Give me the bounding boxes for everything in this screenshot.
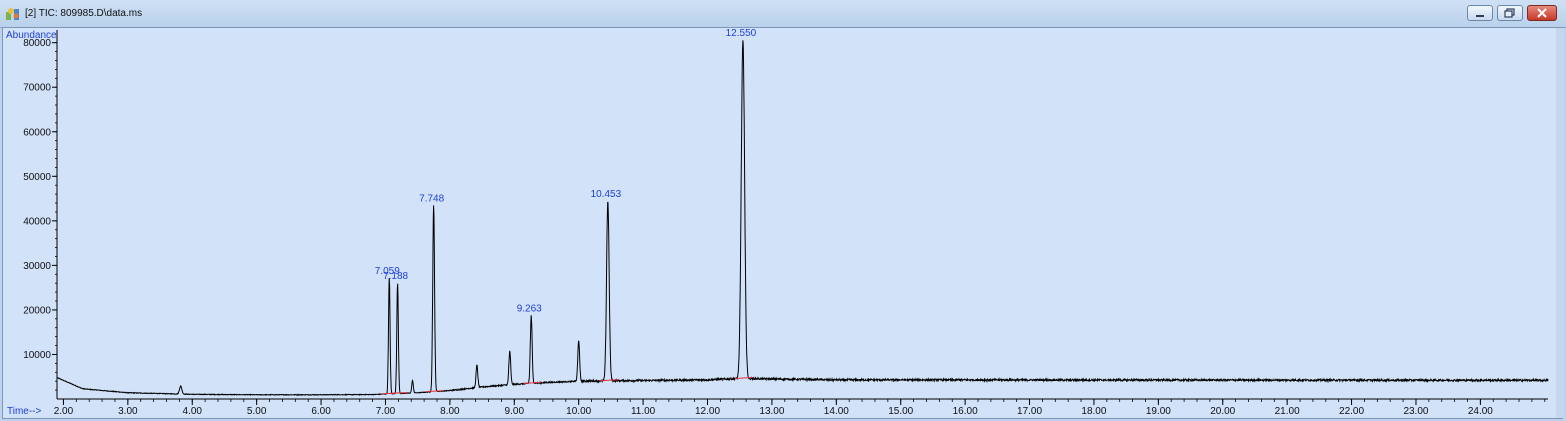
x-tick-label: 21.00 <box>1275 406 1300 417</box>
x-tick-label: 23.00 <box>1403 406 1428 417</box>
y-axis-label: Abundance <box>6 30 57 41</box>
y-tick-label: 50000 <box>23 172 51 183</box>
x-tick-label: 24.00 <box>1468 406 1493 417</box>
integration-baseline <box>734 377 753 380</box>
x-tick-label: 9.00 <box>505 406 525 417</box>
x-tick-label: 15.00 <box>888 406 913 417</box>
window-title: [2] TIC: 809985.D\data.ms <box>25 8 143 19</box>
x-tick-label: 4.00 <box>183 406 203 417</box>
x-tick-label: 12.00 <box>695 406 720 417</box>
x-tick-label: 22.00 <box>1339 406 1364 417</box>
maximize-icon <box>1504 8 1515 18</box>
peak-label: 7.188 <box>383 271 408 282</box>
x-tick-label: 2.00 <box>54 406 74 417</box>
x-tick-label: 11.00 <box>631 406 656 417</box>
x-tick-label: 19.00 <box>1146 406 1171 417</box>
x-tick-label: 16.00 <box>953 406 978 417</box>
x-tick-label: 8.00 <box>440 406 460 417</box>
tic-trace <box>56 40 1549 396</box>
minimize-icon <box>1476 15 1484 17</box>
plot-area[interactable] <box>2 27 1563 419</box>
integration-baseline <box>523 381 542 384</box>
minimize-button[interactable] <box>1467 5 1493 21</box>
x-tick-label: 20.00 <box>1210 406 1235 417</box>
integration-baseline <box>389 392 408 395</box>
x-tick-label: 13.00 <box>759 406 784 417</box>
y-tick-label: 80000 <box>23 38 51 49</box>
y-tick-label: 30000 <box>23 261 51 272</box>
peak-label: 7.059 <box>375 266 400 277</box>
peak-label: 10.453 <box>591 189 622 200</box>
y-tick-label: 20000 <box>23 305 51 316</box>
close-icon <box>1537 8 1547 18</box>
x-tick-label: 18.00 <box>1081 406 1106 417</box>
x-tick-label: 5.00 <box>247 406 267 417</box>
integration-baseline <box>599 379 618 382</box>
peak-label: 9.263 <box>517 304 542 315</box>
y-tick-label: 40000 <box>23 216 51 227</box>
peak-label: 7.748 <box>419 193 444 204</box>
y-tick-label: 60000 <box>23 127 51 138</box>
x-tick-label: 10.00 <box>566 406 591 417</box>
integration-baseline <box>425 390 444 393</box>
y-tick-label: 10000 <box>23 350 51 361</box>
chromatogram-app-icon <box>6 8 19 20</box>
maximize-button[interactable] <box>1497 5 1523 21</box>
x-axis-label: Time--> <box>7 406 42 417</box>
y-tick-label: 70000 <box>23 83 51 94</box>
peak-label: 12.550 <box>726 28 757 39</box>
x-tick-label: 17.00 <box>1017 406 1042 417</box>
close-button[interactable] <box>1527 5 1557 21</box>
x-tick-label: 7.00 <box>376 406 396 417</box>
x-tick-label: 6.00 <box>311 406 331 417</box>
x-tick-label: 14.00 <box>824 406 849 417</box>
scrollbar[interactable] <box>1556 28 1564 418</box>
x-tick-label: 3.00 <box>118 406 138 417</box>
